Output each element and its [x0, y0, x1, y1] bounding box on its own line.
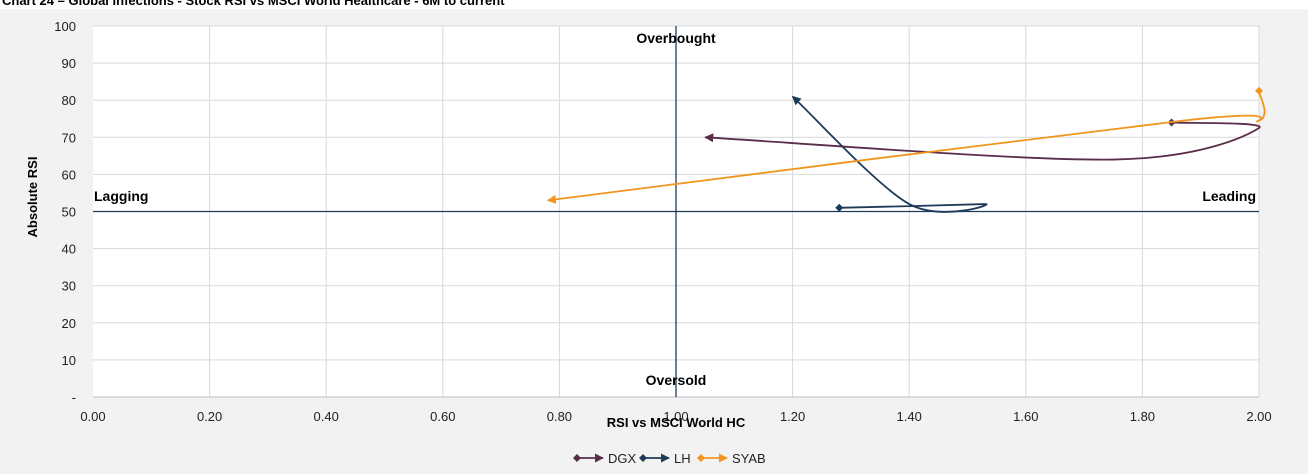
quadrant-label-overbought: Overbought — [636, 30, 716, 46]
x-tick-label: 0.20 — [197, 409, 222, 424]
y-tick-label: 70 — [62, 130, 76, 145]
y-tick-label: - — [72, 390, 76, 405]
y-tick-label: 20 — [62, 316, 76, 331]
y-axis-title: Absolute RSI — [25, 157, 40, 238]
x-tick-label: 1.00 — [663, 409, 688, 424]
x-tick-label: 1.20 — [780, 409, 805, 424]
series-lh — [791, 95, 988, 213]
series-line-syab — [546, 90, 1266, 204]
page-title: Chart 24 – Global Infections - Stock RSI… — [2, 0, 505, 8]
y-tick-label: 50 — [62, 205, 76, 220]
y-tick-label: 80 — [62, 93, 76, 108]
legend: DGX LH SYAB — [573, 451, 766, 466]
quadrant-label-oversold: Oversold — [646, 372, 707, 388]
y-tick-label: 10 — [62, 353, 76, 368]
x-tick-label: 0.40 — [314, 409, 339, 424]
x-tick-label: 1.80 — [1130, 409, 1155, 424]
series-start-point — [835, 203, 844, 212]
legend-label: SYAB — [732, 451, 766, 466]
legend-item-lh: LH — [639, 451, 691, 466]
quadrant-label-lagging: Lagging — [94, 188, 148, 204]
series-line-lh — [791, 95, 988, 213]
series-syab — [546, 86, 1266, 204]
scatter-chart: 0.00 0.20 0.40 0.60 0.80 1.00 1.20 1.40 1.60 1.80… — [25, 19, 1272, 466]
legend-label: DGX — [608, 451, 637, 466]
y-tick-label: 60 — [62, 167, 76, 182]
quadrant-label-leading: Leading — [1202, 188, 1256, 204]
y-tick-label: 40 — [62, 242, 76, 257]
series-start-point — [1255, 86, 1263, 95]
x-tick-label: 0.80 — [547, 409, 572, 424]
y-tick-label: 90 — [62, 56, 76, 71]
x-tick-label: 2.00 — [1246, 409, 1271, 424]
x-tick-label: 0.00 — [80, 409, 105, 424]
tick-labels: 0.00 0.20 0.40 0.60 0.80 1.00 1.20 1.40 1.60 1.80… — [54, 19, 1271, 424]
series-layer — [546, 86, 1266, 213]
x-tick-label: 1.40 — [897, 409, 922, 424]
x-axis-title: RSI vs MSCI World HC — [607, 415, 746, 430]
legend-marker — [573, 454, 581, 462]
legend-item-syab: SYAB — [697, 451, 766, 466]
legend-label: LH — [674, 451, 691, 466]
legend-marker — [697, 454, 705, 462]
x-tick-label: 0.60 — [430, 409, 455, 424]
series-line-dgx — [704, 121, 1261, 161]
legend-item-dgx: DGX — [573, 451, 637, 466]
reference-lines — [93, 26, 1259, 397]
legend-marker — [639, 454, 647, 462]
y-tick-label: 30 — [62, 279, 76, 294]
y-tick-label: 100 — [54, 19, 76, 34]
chart-panel: 0.00 0.20 0.40 0.60 0.80 1.00 1.20 1.40 1.60 1.80… — [0, 9, 1308, 474]
x-tick-label: 1.60 — [1013, 409, 1038, 424]
